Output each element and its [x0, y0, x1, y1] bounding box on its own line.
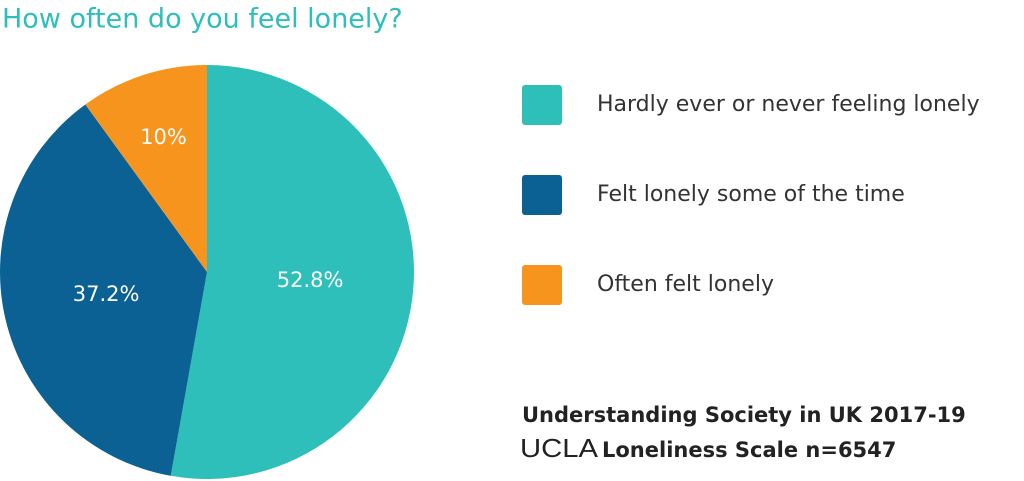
legend-swatch — [522, 175, 562, 215]
data-label: 52.8% — [277, 268, 344, 292]
legend-swatch — [522, 85, 562, 125]
legend-swatch — [522, 265, 562, 305]
source-line: Understanding Society in UK 2017-19 — [522, 403, 966, 427]
pie-slice — [170, 65, 415, 479]
source-logo: UCLA — [520, 433, 599, 463]
legend-label: Hardly ever or never feeling lonely — [597, 92, 980, 117]
chart-title: How often do you feel lonely? — [2, 4, 403, 35]
legend-label: Often felt lonely — [597, 272, 774, 297]
source-line: Loneliness Scale n=6547 — [602, 438, 896, 462]
data-label: 37.2% — [73, 282, 140, 306]
data-label: 10% — [140, 125, 187, 149]
legend-label: Felt lonely some of the time — [597, 182, 905, 207]
pie-slice — [85, 65, 207, 272]
pie-slice — [0, 104, 208, 476]
